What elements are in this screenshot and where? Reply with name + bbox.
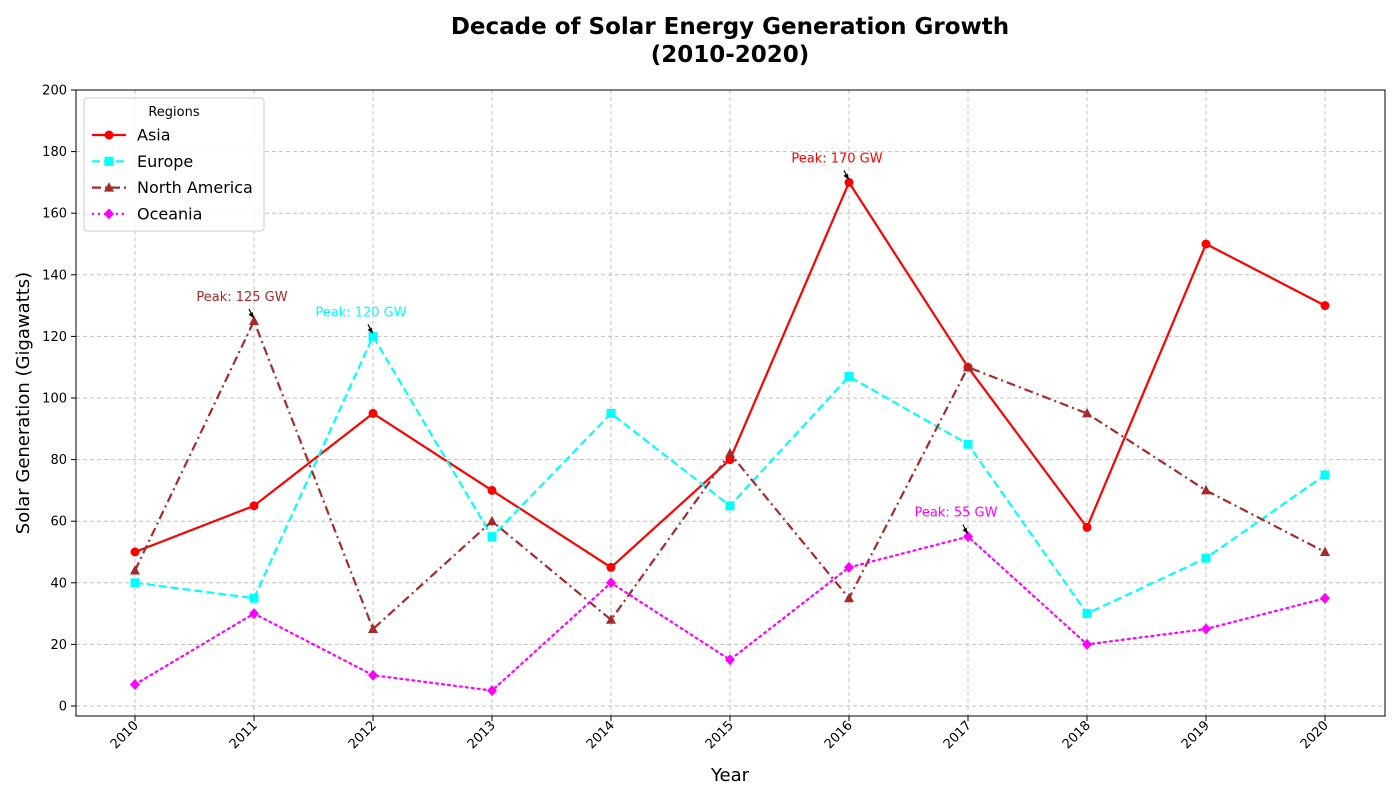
- annotation-arrowhead: [367, 327, 373, 334]
- legend: Regions Asia Europe North America Oceania: [83, 97, 265, 232]
- data-point-europe: [725, 501, 735, 511]
- data-point-north-america: [368, 623, 378, 633]
- y-tick-label: 160: [42, 207, 67, 222]
- data-point-oceania: [963, 531, 973, 543]
- x-tick-label: 2010: [108, 718, 142, 752]
- data-point-asia: [1201, 239, 1211, 249]
- legend-marker-asia: [104, 130, 114, 140]
- data-point-oceania: [1201, 623, 1211, 635]
- data-point-north-america: [844, 592, 854, 603]
- data-point-asia: [606, 562, 616, 572]
- legend-box: [83, 97, 265, 232]
- data-point-europe: [487, 532, 497, 542]
- data-point-asia: [1082, 522, 1092, 532]
- data-point-north-america: [1201, 484, 1211, 495]
- data-point-oceania: [606, 577, 616, 589]
- data-point-europe: [1082, 609, 1092, 619]
- data-point-europe: [249, 593, 259, 603]
- legend-title: Regions: [148, 105, 200, 120]
- data-point-north-america: [606, 614, 616, 624]
- series-lines: [130, 177, 1330, 697]
- series-line-oceania: [133, 535, 1327, 692]
- data-point-oceania: [368, 669, 378, 681]
- x-tick-label: 2014: [584, 718, 618, 752]
- data-point-oceania: [1082, 638, 1092, 650]
- x-tick-label: 2016: [822, 718, 856, 752]
- data-point-europe: [368, 331, 378, 341]
- y-tick-label: 40: [50, 576, 67, 591]
- data-point-asia: [1320, 301, 1330, 311]
- data-point-oceania: [1320, 592, 1330, 604]
- data-point-europe: [1201, 553, 1211, 563]
- chart-title-line1: Decade of Solar Energy Generation Growth: [451, 14, 1009, 40]
- data-point-oceania: [487, 685, 497, 697]
- x-tick-label: 2018: [1060, 718, 1094, 752]
- data-point-oceania: [725, 654, 735, 666]
- annotation-arrowhead: [962, 527, 968, 535]
- data-point-north-america: [249, 315, 259, 325]
- y-tick-label: 100: [42, 392, 67, 407]
- x-axis-label: Year: [710, 765, 750, 786]
- data-point-asia: [249, 501, 259, 511]
- data-point-north-america: [963, 361, 973, 372]
- y-tick-label: 0: [59, 700, 67, 715]
- annotation-arrowhead: [248, 312, 254, 319]
- data-point-europe: [130, 578, 140, 588]
- legend-marker-europe: [104, 156, 114, 166]
- annotation-arrowhead: [843, 173, 849, 180]
- y-tick-label: 200: [42, 84, 67, 99]
- data-point-north-america: [1082, 407, 1092, 418]
- y-tick-label: 80: [50, 453, 67, 468]
- x-tick-label: 2015: [703, 718, 737, 752]
- peak-annotation: Peak: 55 GW: [915, 506, 998, 521]
- legend-label-north-america: North America: [137, 178, 253, 197]
- x-tick-label: 2013: [465, 718, 499, 752]
- data-point-europe: [1320, 470, 1330, 480]
- y-tick-label: 20: [50, 638, 67, 653]
- x-tick-label: 2011: [227, 718, 261, 752]
- legend-label-europe: Europe: [137, 152, 193, 171]
- data-point-asia: [844, 177, 854, 187]
- legend-marker-north-america: [104, 182, 114, 192]
- data-point-north-america: [130, 564, 140, 575]
- annotations: Peak: 170 GW Peak: 120 GW Peak: 125 GW Peak…: [196, 151, 998, 535]
- legend-label-asia: Asia: [137, 126, 171, 145]
- data-point-europe: [963, 439, 973, 449]
- data-point-north-america: [725, 447, 735, 458]
- y-tick-label: 60: [50, 515, 67, 530]
- data-point-north-america: [1320, 546, 1330, 556]
- data-point-europe: [606, 408, 616, 418]
- x-tick-label: 2020: [1298, 718, 1332, 752]
- x-tick-label: 2017: [941, 718, 975, 752]
- x-tick-label: 2012: [346, 718, 380, 752]
- grid: [76, 89, 1385, 716]
- data-point-oceania: [844, 561, 854, 573]
- y-tick-label: 180: [42, 145, 67, 160]
- peak-annotation: Peak: 120 GW: [315, 305, 406, 320]
- peak-annotation: Peak: 125 GW: [196, 290, 287, 305]
- x-tick-label: 2019: [1179, 718, 1213, 752]
- y-tick-label: 120: [42, 330, 67, 345]
- data-point-oceania: [130, 678, 140, 690]
- data-point-oceania: [249, 608, 259, 620]
- legend-marker-oceania: [104, 208, 114, 220]
- data-point-asia: [368, 408, 378, 418]
- data-point-north-america: [487, 515, 497, 526]
- chart-title-line2: (2010-2020): [651, 42, 810, 68]
- legend-label-oceania: Oceania: [137, 204, 202, 223]
- data-point-europe: [844, 371, 854, 381]
- data-point-asia: [487, 485, 497, 495]
- peak-annotation: Peak: 170 GW: [791, 151, 882, 166]
- y-tick-label: 140: [42, 268, 67, 283]
- y-axis-label: Solar Generation (Gigawatts): [13, 272, 34, 534]
- data-point-asia: [130, 547, 140, 557]
